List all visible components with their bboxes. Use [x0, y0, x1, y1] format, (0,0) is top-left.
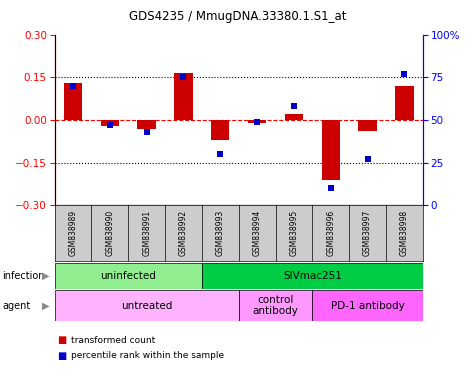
Text: GSM838998: GSM838998	[400, 210, 409, 257]
Text: GSM838995: GSM838995	[289, 210, 298, 257]
Text: ■: ■	[57, 335, 66, 345]
Bar	[285, 114, 303, 120]
Text: percentile rank within the sample: percentile rank within the sample	[71, 351, 224, 360]
Point	[290, 103, 298, 109]
Point	[69, 83, 77, 89]
Bar	[137, 120, 156, 129]
Text: GSM838997: GSM838997	[363, 210, 372, 257]
Text: GSM838991: GSM838991	[142, 210, 151, 257]
Text: transformed count: transformed count	[71, 336, 155, 345]
Text: GSM838996: GSM838996	[326, 210, 335, 257]
Text: GSM838989: GSM838989	[68, 210, 77, 257]
Text: control
antibody: control antibody	[253, 295, 298, 316]
Bar	[64, 83, 82, 120]
Bar	[395, 86, 414, 120]
Bar	[174, 73, 193, 120]
Point	[180, 74, 187, 80]
Point	[106, 122, 114, 128]
Text: SIVmac251: SIVmac251	[283, 271, 342, 281]
Text: PD-1 antibody: PD-1 antibody	[331, 301, 404, 311]
Point	[253, 119, 261, 125]
Bar	[211, 120, 229, 140]
Bar	[248, 120, 266, 123]
Bar	[202, 263, 423, 289]
Point	[364, 156, 371, 162]
Text: GDS4235 / MmugDNA.33380.1.S1_at: GDS4235 / MmugDNA.33380.1.S1_at	[129, 10, 346, 23]
Point	[327, 185, 334, 192]
Point	[400, 71, 408, 77]
Bar	[238, 290, 313, 321]
Text: uninfected: uninfected	[100, 271, 156, 281]
Bar	[322, 120, 340, 180]
Text: infection: infection	[2, 271, 45, 281]
Text: ■: ■	[57, 351, 66, 361]
Text: ▶: ▶	[42, 271, 50, 281]
Text: untreated: untreated	[121, 301, 172, 311]
Text: agent: agent	[2, 301, 30, 311]
Text: GSM838992: GSM838992	[179, 210, 188, 257]
Bar	[55, 290, 238, 321]
Text: GSM838990: GSM838990	[105, 210, 114, 257]
Bar	[313, 290, 423, 321]
Text: ▶: ▶	[42, 301, 50, 311]
Bar	[101, 120, 119, 126]
Text: GSM838994: GSM838994	[253, 210, 262, 257]
Point	[217, 151, 224, 157]
Bar	[55, 263, 202, 289]
Text: GSM838993: GSM838993	[216, 210, 225, 257]
Point	[143, 129, 151, 135]
Bar	[358, 120, 377, 131]
